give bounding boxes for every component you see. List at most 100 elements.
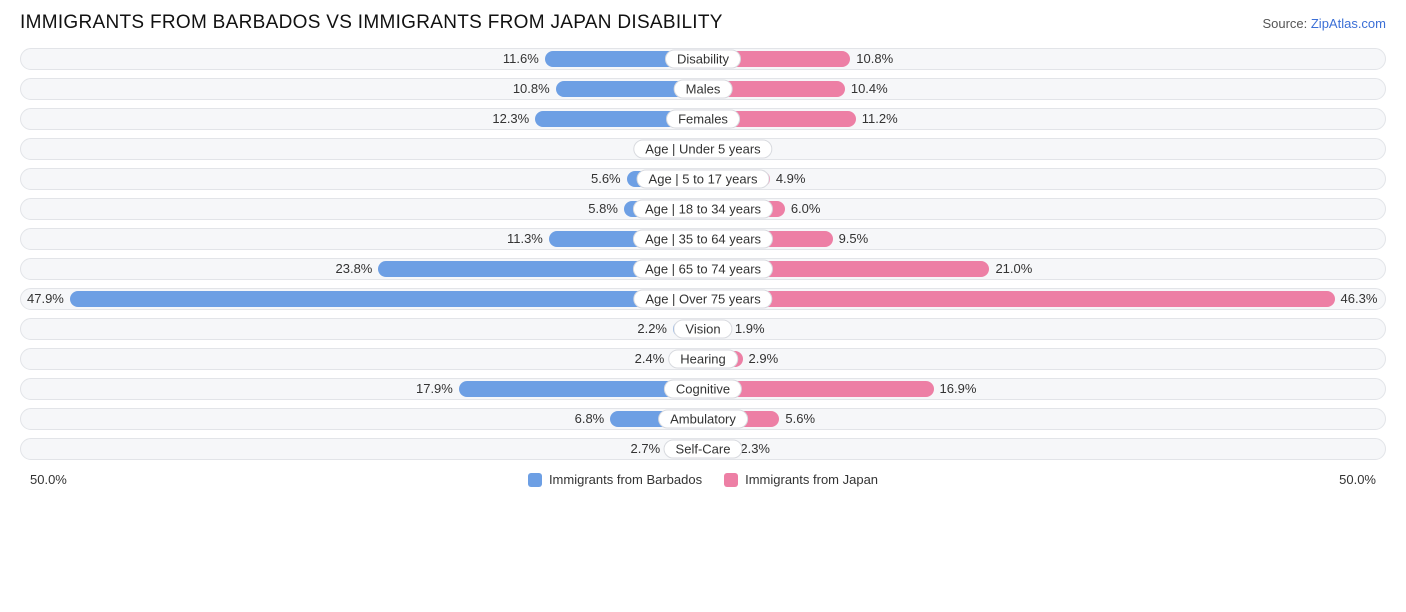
right-value-label: 4.9% [770, 171, 812, 186]
chart-row: 0.97%1.1%Age | Under 5 years [20, 136, 1386, 161]
chart-row: 23.8% 21.0% Age | 65 to 74 years [20, 256, 1386, 281]
legend-swatch-japan [724, 473, 738, 487]
category-pill: Females [666, 109, 740, 128]
chart-title: IMMIGRANTS FROM BARBADOS VS IMMIGRANTS F… [20, 12, 723, 34]
left-side: 12.3% [21, 109, 703, 129]
category-pill: Age | 65 to 74 years [633, 259, 773, 278]
bar-track: 2.4% 2.9% Hearing [20, 348, 1386, 370]
left-value-label: 2.4% [629, 351, 671, 366]
left-value-label: 10.8% [507, 81, 556, 96]
bar-track: 5.8% 6.0% Age | 18 to 34 years [20, 198, 1386, 220]
chart-row: 17.9% 16.9% Cognitive [20, 376, 1386, 401]
chart-row: 5.6%4.9%Age | 5 to 17 years [20, 166, 1386, 191]
category-pill: Cognitive [664, 379, 742, 398]
right-side: 10.8% [703, 49, 1385, 69]
right-bar [703, 291, 1335, 307]
legend: Immigrants from Barbados Immigrants from… [528, 472, 878, 487]
left-side: 2.7% [21, 439, 703, 459]
right-side: 9.5% [703, 229, 1385, 249]
right-value-label: 16.9% [934, 381, 983, 396]
bar-track: 11.6% 10.8%Disability [20, 48, 1386, 70]
right-value-label: 10.4% [845, 81, 894, 96]
chart-row: 11.6% 10.8%Disability [20, 46, 1386, 71]
chart-row: 5.8% 6.0% Age | 18 to 34 years [20, 196, 1386, 221]
chart-row: 11.3% 9.5%Age | 35 to 64 years [20, 226, 1386, 251]
left-value-label: 12.3% [486, 111, 535, 126]
bar-track: 2.2% 1.9%Vision [20, 318, 1386, 340]
right-side: 4.9% [703, 169, 1385, 189]
left-side: 5.8% [21, 199, 703, 219]
bar-track: 47.9% 46.3% Age | Over 75 years [20, 288, 1386, 310]
left-side: 5.6% [21, 169, 703, 189]
category-pill: Hearing [668, 349, 738, 368]
left-value-label: 6.8% [569, 411, 611, 426]
legend-label-japan: Immigrants from Japan [745, 472, 878, 487]
right-value-label: 6.0% [785, 201, 827, 216]
bar-track: 2.7% 2.3%Self-Care [20, 438, 1386, 460]
category-pill: Vision [673, 319, 732, 338]
right-side: 6.0% [703, 199, 1385, 219]
left-side: 10.8% [21, 79, 703, 99]
right-side: 5.6% [703, 409, 1385, 429]
right-side: 21.0% [703, 259, 1385, 279]
category-pill: Age | Under 5 years [633, 139, 772, 158]
right-side: 1.1% [703, 139, 1385, 159]
right-value-label: 11.2% [856, 111, 904, 126]
left-side: 6.8% [21, 409, 703, 429]
category-pill: Age | 35 to 64 years [633, 229, 773, 248]
right-value-label: 21.0% [989, 261, 1038, 276]
left-value-label: 2.2% [631, 321, 673, 336]
right-side: 11.2% [703, 109, 1385, 129]
left-value-label: 17.9% [410, 381, 459, 396]
right-side: 2.3% [703, 439, 1385, 459]
chart-row: 2.4% 2.9% Hearing [20, 346, 1386, 371]
chart-footer: 50.0% Immigrants from Barbados Immigrant… [0, 466, 1406, 487]
left-value-label: 5.6% [585, 171, 627, 186]
left-side: 2.4% [21, 349, 703, 369]
right-side: 46.3% [703, 289, 1385, 309]
right-value-label: 5.6% [779, 411, 821, 426]
left-value-label: 5.8% [582, 201, 624, 216]
chart-row: 6.8% 5.6% Ambulatory [20, 406, 1386, 431]
right-value-label: 46.3% [1335, 291, 1384, 306]
right-side: 2.9% [703, 349, 1385, 369]
legend-item-barbados: Immigrants from Barbados [528, 472, 702, 487]
category-pill: Age | Over 75 years [633, 289, 772, 308]
legend-label-barbados: Immigrants from Barbados [549, 472, 702, 487]
bar-track: 17.9% 16.9% Cognitive [20, 378, 1386, 400]
bar-track: 11.3% 9.5%Age | 35 to 64 years [20, 228, 1386, 250]
left-side: 11.3% [21, 229, 703, 249]
right-value-label: 2.9% [743, 351, 785, 366]
category-pill: Ambulatory [658, 409, 748, 428]
category-pill: Self-Care [664, 439, 743, 458]
left-side: 11.6% [21, 49, 703, 69]
category-pill: Age | 18 to 34 years [633, 199, 773, 218]
left-value-label: 11.3% [501, 231, 549, 246]
left-value-label: 2.7% [625, 441, 667, 456]
left-side: 0.97% [21, 139, 703, 159]
right-side: 16.9% [703, 379, 1385, 399]
left-side: 17.9% [21, 379, 703, 399]
chart-row: 12.3% 11.2% Females [20, 106, 1386, 131]
axis-left-label: 50.0% [30, 472, 67, 487]
category-pill: Males [674, 79, 733, 98]
bar-track: 6.8% 5.6% Ambulatory [20, 408, 1386, 430]
category-pill: Disability [665, 49, 741, 68]
left-bar [70, 291, 703, 307]
chart-row: 47.9% 46.3% Age | Over 75 years [20, 286, 1386, 311]
legend-swatch-barbados [528, 473, 542, 487]
left-value-label: 11.6% [497, 51, 545, 66]
left-side: 47.9% [21, 289, 703, 309]
bar-track: 0.97%1.1%Age | Under 5 years [20, 138, 1386, 160]
left-side: 23.8% [21, 259, 703, 279]
right-value-label: 1.9% [729, 321, 771, 336]
right-side: 1.9% [703, 319, 1385, 339]
legend-item-japan: Immigrants from Japan [724, 472, 878, 487]
bar-track: 23.8% 21.0% Age | 65 to 74 years [20, 258, 1386, 280]
axis-right-label: 50.0% [1339, 472, 1376, 487]
bar-track: 12.3% 11.2% Females [20, 108, 1386, 130]
bar-track: 10.8% 10.4% Males [20, 78, 1386, 100]
left-side: 2.2% [21, 319, 703, 339]
source-link[interactable]: ZipAtlas.com [1311, 16, 1386, 31]
right-side: 10.4% [703, 79, 1385, 99]
